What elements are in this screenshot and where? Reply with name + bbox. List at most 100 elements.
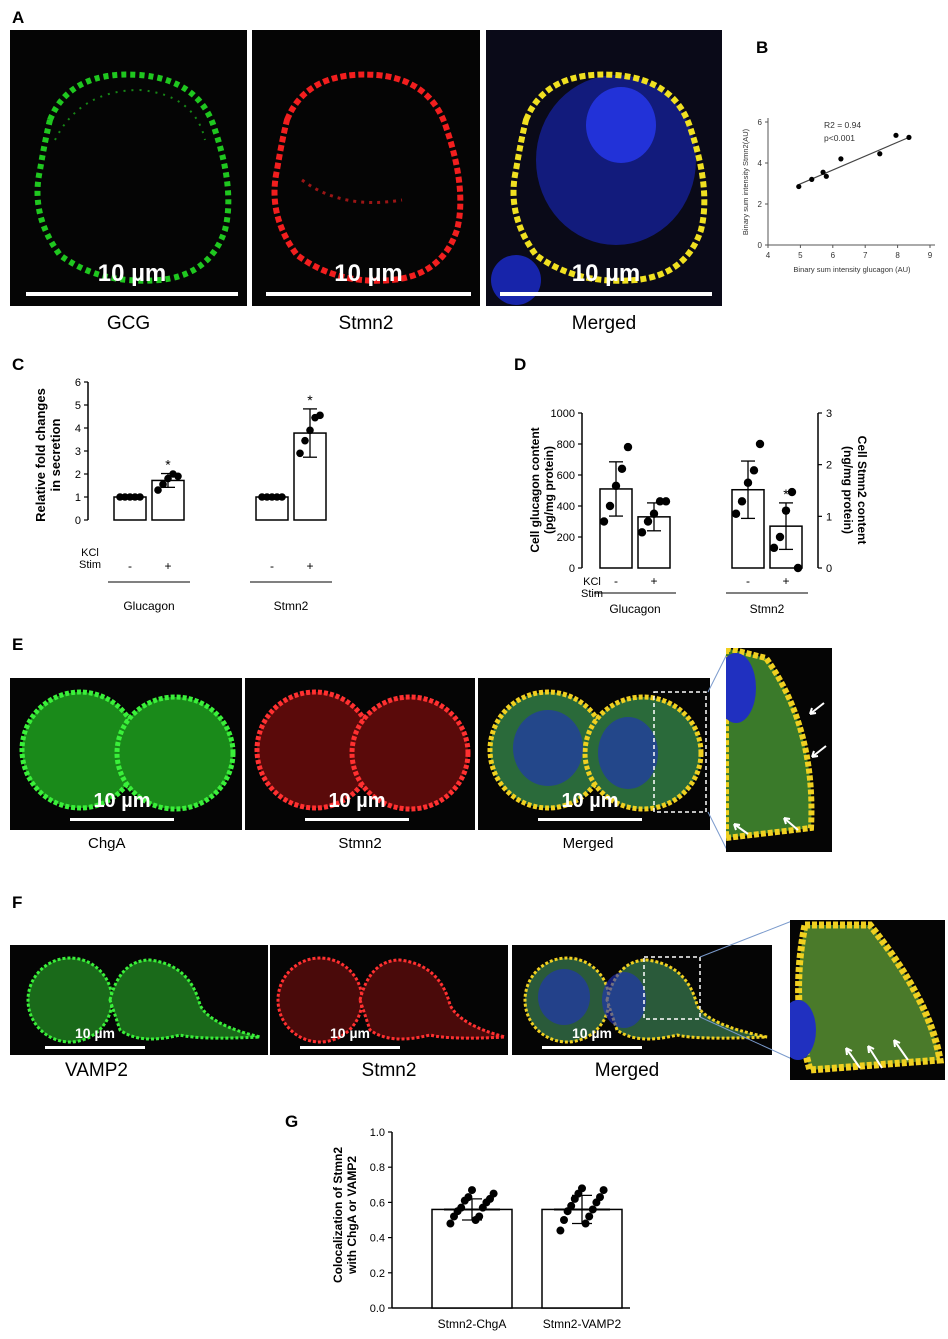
caption-stmn2-e: Stmn2 bbox=[338, 835, 382, 852]
gcg-cell-outline bbox=[34, 71, 232, 284]
caption-gcg: GCG bbox=[106, 313, 151, 334]
y-tick-label-right: 1 bbox=[826, 511, 832, 523]
gcg-micrograph: 10 µm bbox=[10, 30, 247, 306]
data-point bbox=[578, 1184, 586, 1193]
panel-label-d: D bbox=[514, 355, 527, 374]
stmn2-micrograph-f: 10 µm bbox=[270, 945, 508, 1055]
scatter-point bbox=[823, 173, 829, 179]
y-tick-label: 3 bbox=[75, 446, 81, 458]
caption-stmn2: Stmn2 bbox=[338, 313, 394, 334]
data-point bbox=[581, 1219, 590, 1228]
merged-cells-e bbox=[487, 689, 707, 813]
y-tick-label-right: 2 bbox=[826, 460, 832, 472]
vamp2-micrograph: 10 µm bbox=[10, 945, 268, 1055]
scale-bar bbox=[70, 818, 174, 821]
data-point bbox=[468, 1186, 476, 1195]
condition-label: + bbox=[650, 574, 657, 588]
y-tick-label: 600 bbox=[557, 470, 575, 482]
y-tick-label: 2 bbox=[75, 469, 81, 481]
data-point bbox=[159, 480, 167, 489]
y-tick-label: 4 bbox=[75, 423, 81, 435]
data-point bbox=[556, 1226, 565, 1235]
caption-chga: ChgA bbox=[88, 835, 126, 852]
x-tick-label: 4 bbox=[766, 251, 771, 260]
scale-label: 10 µm bbox=[572, 1025, 612, 1041]
bar bbox=[431, 1208, 513, 1309]
data-point bbox=[611, 481, 621, 491]
x-tick-label: 7 bbox=[863, 251, 868, 260]
zoom-connector bbox=[707, 651, 729, 853]
caption-merged-e: Merged bbox=[562, 835, 614, 852]
category-label: Stmn2-VAMP2 bbox=[543, 1317, 622, 1331]
zoom-connector-f bbox=[699, 920, 793, 1060]
merged-cell-outline bbox=[491, 71, 708, 305]
y-tick-label: 1000 bbox=[551, 408, 575, 420]
panel-label-g: G bbox=[285, 1112, 299, 1131]
y-tick-label: 2 bbox=[758, 200, 763, 209]
significance-star: * bbox=[165, 457, 171, 473]
data-point bbox=[446, 1219, 455, 1228]
scale-bar bbox=[45, 1046, 145, 1049]
stmn2-cell-outline bbox=[271, 71, 464, 284]
data-point bbox=[775, 532, 785, 542]
category-label: Stmn2-ChgA bbox=[438, 1317, 507, 1331]
data-point bbox=[787, 487, 797, 497]
group-label: Glucagon bbox=[609, 602, 660, 616]
y-tick-label: 5 bbox=[75, 400, 81, 412]
y-tick-label: 0.0 bbox=[370, 1303, 385, 1315]
x-tick-label: 5 bbox=[798, 251, 803, 260]
data-point bbox=[457, 1203, 466, 1212]
data-point bbox=[136, 493, 144, 501]
group-label: Glucagon bbox=[123, 599, 174, 613]
data-point bbox=[489, 1189, 498, 1198]
chga-cells bbox=[19, 689, 236, 812]
data-point bbox=[596, 1193, 604, 1202]
data-point bbox=[649, 509, 659, 518]
scale-bar bbox=[542, 1046, 642, 1049]
panel-label-e: E bbox=[12, 635, 24, 654]
y-axis-label-right: Cell Stmn2 content(ng/mg protein) bbox=[841, 436, 869, 545]
bar-chart-c: 0 1 2 3 4 5 6 * * Relative fold changesin secre… bbox=[33, 377, 332, 613]
y-tick-label: 0.2 bbox=[370, 1268, 385, 1280]
zoom-region-box bbox=[653, 691, 707, 813]
data-point bbox=[306, 426, 314, 435]
regression-line bbox=[798, 136, 910, 186]
scale-label: 10 µm bbox=[97, 260, 167, 287]
y-axis-label: Relative fold changesin secretion bbox=[33, 388, 63, 522]
data-point bbox=[464, 1193, 473, 1202]
data-point bbox=[301, 436, 309, 445]
data-point bbox=[617, 464, 627, 473]
y-tick-label-right: 3 bbox=[826, 408, 832, 420]
scale-label: 10 µm bbox=[561, 790, 619, 812]
y-tick-label: 400 bbox=[557, 501, 575, 513]
condition-label: - bbox=[128, 559, 132, 573]
data-point bbox=[278, 493, 286, 501]
data-point bbox=[731, 509, 741, 518]
data-point bbox=[585, 1212, 594, 1221]
y-tick-label: 200 bbox=[557, 532, 575, 544]
condition-label: + bbox=[306, 559, 313, 573]
stmn2-cells-e bbox=[254, 689, 471, 812]
scale-bar bbox=[500, 292, 712, 296]
condition-label: + bbox=[782, 574, 789, 588]
scale-label: 10 µm bbox=[75, 1025, 115, 1041]
scale-bar bbox=[26, 292, 238, 296]
scatter-point bbox=[877, 151, 883, 157]
r2-annotation: R2 = 0.94 bbox=[824, 120, 861, 130]
arrow-icons bbox=[733, 702, 827, 835]
panel-label-b: B bbox=[756, 38, 769, 57]
arrow-icons bbox=[845, 1039, 909, 1069]
scatter-chart-b: 0 2 4 6 4 5 6 7 8 9 R2 = 0.94 p<0.001 Binary sum… bbox=[741, 118, 935, 274]
data-point bbox=[164, 474, 172, 483]
zoom-inset-e bbox=[726, 648, 832, 852]
significance-star: * bbox=[307, 392, 313, 408]
y-tick-label: 6 bbox=[75, 377, 81, 389]
y-tick-label: 0.6 bbox=[370, 1197, 385, 1209]
data-point bbox=[296, 449, 304, 458]
data-point bbox=[781, 506, 791, 515]
scale-bar bbox=[305, 818, 409, 821]
data-point bbox=[174, 472, 182, 481]
group-label: Stmn2 bbox=[274, 599, 309, 613]
y-tick-label: 1.0 bbox=[370, 1127, 385, 1139]
group-label: Stmn2 bbox=[750, 602, 785, 616]
